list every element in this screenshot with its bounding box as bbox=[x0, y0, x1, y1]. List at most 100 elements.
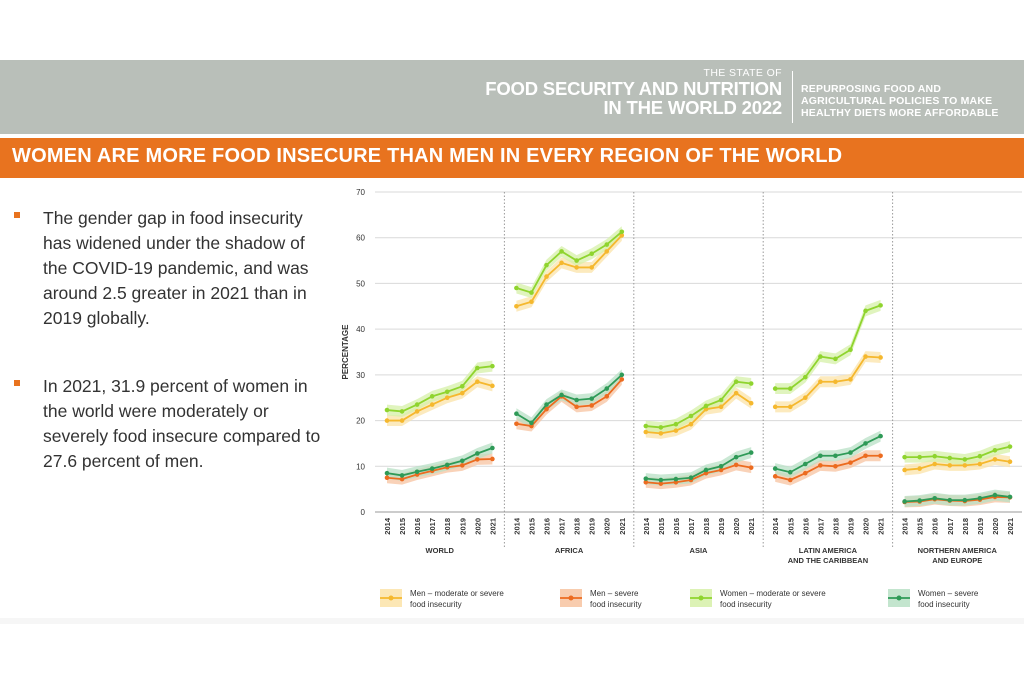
x-tick-label: 2021 bbox=[618, 518, 627, 535]
data-point bbox=[733, 379, 739, 385]
data-point bbox=[878, 303, 883, 308]
data-point bbox=[863, 441, 868, 446]
x-tick-label: 2018 bbox=[443, 518, 452, 535]
data-point bbox=[643, 479, 649, 485]
data-point bbox=[803, 395, 808, 401]
data-point bbox=[772, 386, 778, 391]
report-title-line: FOOD SECURITY AND NUTRITION bbox=[485, 78, 782, 99]
x-tick-label: 2014 bbox=[771, 517, 780, 535]
x-tick-label: 2016 bbox=[672, 518, 681, 535]
data-point bbox=[559, 249, 564, 254]
data-point bbox=[643, 423, 649, 429]
data-point bbox=[384, 470, 390, 476]
series-line bbox=[904, 494, 1011, 503]
data-point bbox=[932, 461, 938, 467]
data-point bbox=[384, 418, 390, 423]
data-point bbox=[962, 457, 968, 462]
data-point bbox=[848, 460, 853, 465]
legend-label: Women – moderate or severe bbox=[720, 589, 826, 598]
data-point bbox=[977, 495, 983, 501]
data-point bbox=[544, 402, 549, 407]
x-tick-label: 2018 bbox=[573, 518, 582, 535]
panel-label: ASIA bbox=[690, 546, 709, 555]
data-point bbox=[718, 463, 724, 469]
data-point bbox=[529, 420, 534, 426]
report-title: FOOD SECURITY AND NUTRITION IN THE WORLD… bbox=[485, 79, 782, 117]
data-point bbox=[748, 465, 754, 470]
data-point bbox=[917, 498, 922, 503]
data-point bbox=[619, 372, 625, 378]
data-point bbox=[673, 476, 679, 482]
header-divider bbox=[792, 71, 793, 123]
y-tick-label: 50 bbox=[356, 279, 365, 288]
data-point bbox=[718, 467, 724, 473]
data-point bbox=[772, 466, 778, 471]
series-line bbox=[386, 458, 493, 480]
data-point bbox=[878, 355, 883, 360]
data-point bbox=[384, 475, 390, 481]
panel-label: AND THE CARIBBEAN bbox=[788, 556, 868, 565]
tagline-line: REPURPOSING FOOD AND bbox=[801, 83, 942, 95]
series-line bbox=[645, 392, 752, 435]
data-point bbox=[673, 421, 679, 427]
x-tick-label: 2018 bbox=[831, 518, 840, 535]
y-tick-label: 0 bbox=[361, 508, 366, 517]
bullet-point: In 2021, 31.9 percent of women in the wo… bbox=[14, 374, 333, 474]
x-tick-label: 2018 bbox=[961, 518, 970, 535]
data-point bbox=[574, 265, 579, 270]
report-tagline: REPURPOSING FOOD AND AGRICULTURAL POLICI… bbox=[801, 83, 999, 119]
x-tick-label: 2017 bbox=[428, 518, 437, 535]
data-point bbox=[947, 463, 953, 468]
x-tick-label: 2019 bbox=[458, 518, 467, 535]
series-line bbox=[386, 365, 493, 413]
legend-label: food insecurity bbox=[590, 600, 642, 609]
data-point bbox=[718, 404, 724, 410]
bullet-square-icon bbox=[14, 380, 20, 386]
data-point bbox=[574, 397, 579, 403]
x-tick-label: 2015 bbox=[916, 518, 925, 535]
series-line bbox=[516, 378, 623, 428]
series-line bbox=[516, 231, 623, 294]
data-point bbox=[399, 476, 405, 482]
data-point bbox=[917, 466, 922, 471]
data-point bbox=[818, 354, 823, 359]
data-point bbox=[384, 407, 390, 413]
data-point bbox=[733, 462, 739, 468]
data-point bbox=[878, 453, 883, 459]
data-point bbox=[414, 469, 420, 475]
data-point bbox=[787, 404, 793, 410]
x-tick-label: 2017 bbox=[558, 518, 567, 535]
legend-label: Men – severe bbox=[590, 589, 639, 598]
data-point bbox=[475, 379, 480, 385]
data-point bbox=[559, 392, 564, 398]
data-point bbox=[1007, 494, 1013, 500]
bullet-text: In 2021, 31.9 percent of women in the wo… bbox=[43, 376, 321, 471]
data-point bbox=[818, 379, 823, 385]
y-tick-label: 10 bbox=[356, 462, 365, 471]
x-tick-label: 2019 bbox=[976, 518, 985, 535]
data-point bbox=[863, 354, 868, 359]
data-point bbox=[529, 290, 534, 295]
y-tick-label: 20 bbox=[356, 417, 365, 426]
confidence-band bbox=[645, 376, 752, 433]
data-point bbox=[414, 409, 420, 414]
x-tick-label: 2020 bbox=[473, 518, 482, 535]
data-point bbox=[902, 454, 907, 460]
data-point bbox=[772, 404, 778, 410]
data-point bbox=[444, 395, 450, 401]
tagline-line: HEALTHY DIETS MORE AFFORDABLE bbox=[801, 107, 999, 119]
data-point bbox=[688, 475, 694, 481]
data-point bbox=[878, 433, 883, 439]
data-point bbox=[589, 265, 594, 270]
data-point bbox=[833, 356, 838, 362]
data-point bbox=[787, 469, 793, 475]
x-tick-label: 2014 bbox=[642, 517, 651, 535]
panel-label: NORTHERN AMERICA bbox=[918, 546, 998, 555]
confidence-band bbox=[387, 360, 493, 417]
data-point bbox=[962, 463, 968, 468]
legend-label: food insecurity bbox=[720, 600, 772, 609]
data-point bbox=[947, 497, 953, 503]
data-point bbox=[604, 386, 610, 391]
series-line bbox=[645, 451, 752, 481]
data-point bbox=[429, 466, 435, 471]
